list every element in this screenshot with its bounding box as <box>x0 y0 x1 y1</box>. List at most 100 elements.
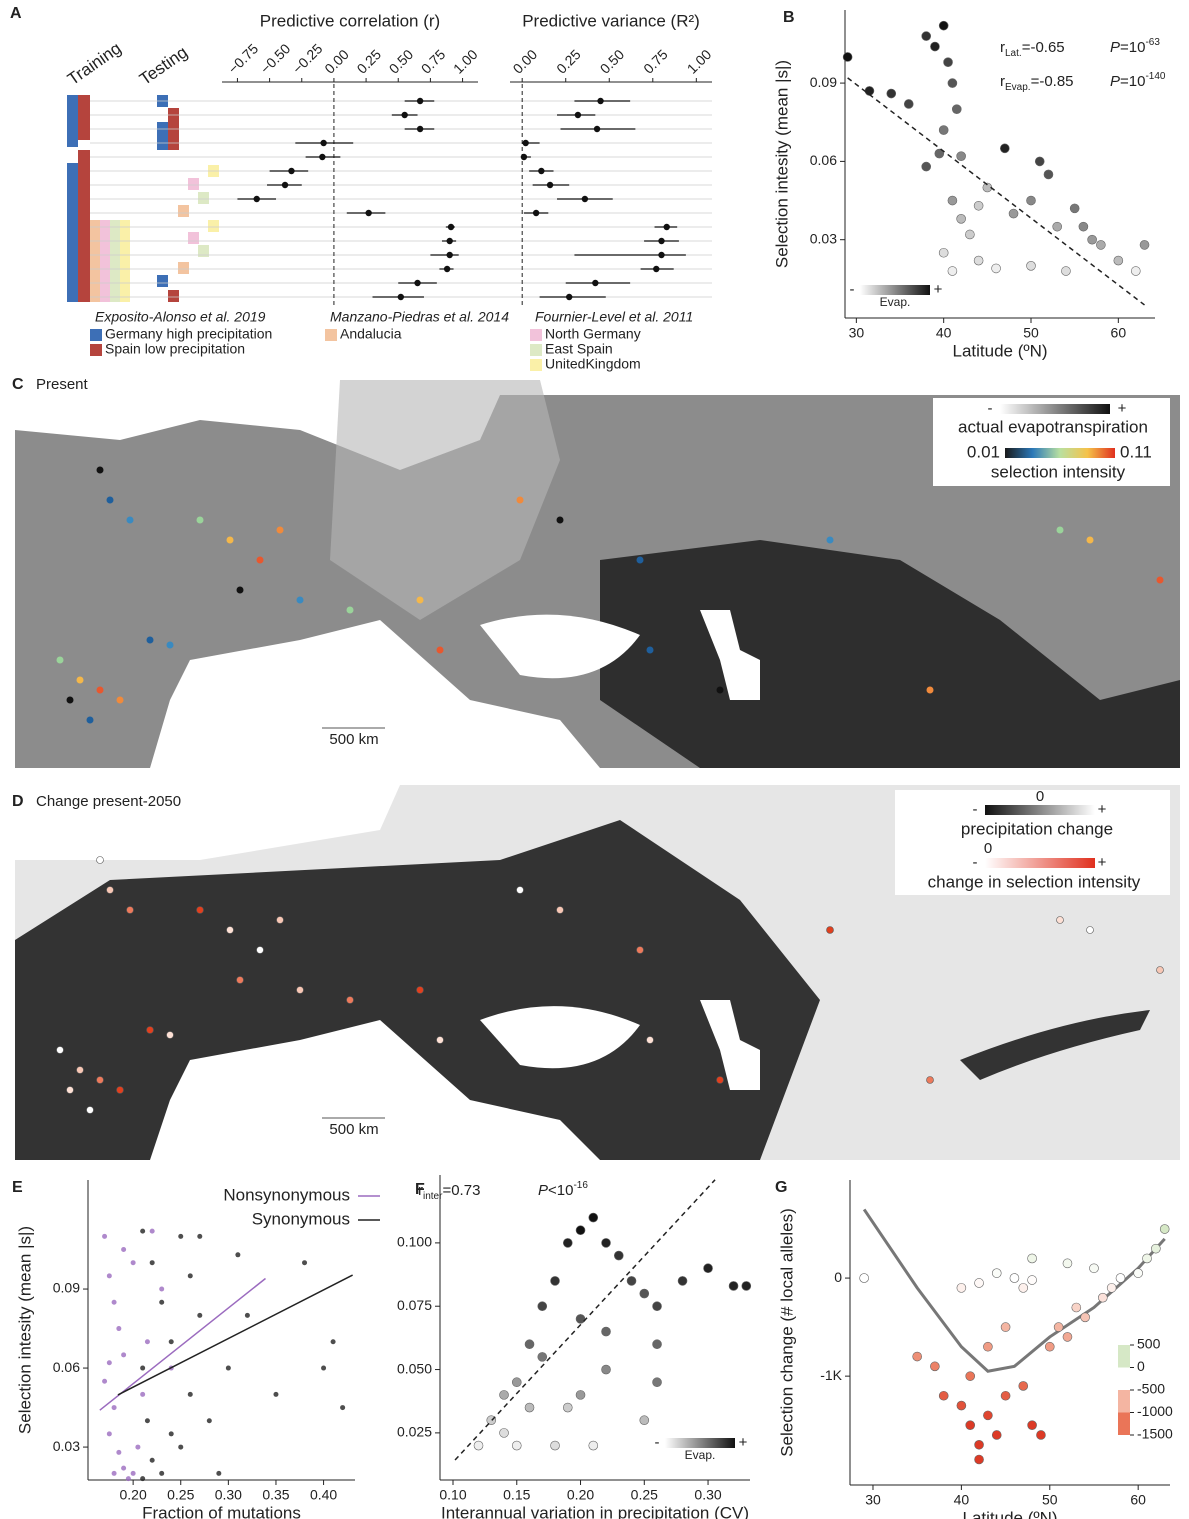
stat-part: P <box>1110 73 1120 90</box>
site-dot <box>116 696 124 704</box>
point <box>947 195 958 206</box>
point-estimate <box>546 181 554 189</box>
point-estimate <box>522 139 529 147</box>
evap-colorbar <box>665 1438 735 1448</box>
legend-swatch <box>90 329 102 341</box>
dataset-block <box>208 220 219 232</box>
point <box>1000 143 1010 154</box>
trend-line <box>99 1277 266 1411</box>
legend-swatch <box>530 344 542 356</box>
site-dot <box>196 516 204 524</box>
site-dot <box>256 556 264 564</box>
site-dot <box>86 1106 94 1114</box>
point <box>1008 208 1019 219</box>
site-dot <box>106 886 114 894</box>
point <box>938 1390 949 1401</box>
site-dot <box>826 536 834 544</box>
site-dot <box>716 1076 724 1084</box>
point <box>1000 1322 1011 1332</box>
site-dot <box>166 641 174 649</box>
site-dot <box>296 596 304 604</box>
column-label: Testing <box>136 42 191 88</box>
point <box>652 1301 662 1312</box>
point <box>178 1233 184 1239</box>
point <box>499 1390 509 1400</box>
point <box>921 31 932 41</box>
point <box>601 1326 611 1337</box>
x-tick-label: 0.50 <box>597 46 628 77</box>
site-dot <box>226 536 234 544</box>
mediterranean <box>150 620 600 768</box>
point <box>1036 1430 1046 1440</box>
site-dot <box>56 656 64 664</box>
point-estimate <box>401 111 408 119</box>
site-dot <box>556 906 564 914</box>
point <box>639 1415 650 1426</box>
point <box>1018 1283 1029 1293</box>
site-dot <box>636 556 644 564</box>
point <box>524 1402 535 1413</box>
y-tick-label: 0.06 <box>53 1359 80 1375</box>
dataset-block <box>67 95 78 147</box>
point <box>1096 240 1106 250</box>
dataset-block <box>90 220 100 302</box>
point <box>1130 266 1141 276</box>
stat-part: P <box>538 1182 548 1199</box>
point <box>149 1260 155 1266</box>
point <box>912 1351 922 1362</box>
point <box>965 1371 976 1381</box>
y-tick-label: 0 <box>834 1269 842 1285</box>
dataset-block <box>157 275 168 287</box>
point <box>983 1410 993 1421</box>
dataset-block <box>168 290 179 302</box>
point <box>178 1444 184 1450</box>
point <box>140 1228 146 1234</box>
stat-part: <10 <box>548 1182 573 1199</box>
x-tick-label: 30 <box>849 325 865 341</box>
point <box>225 1365 231 1371</box>
point <box>601 1364 611 1375</box>
evap-plus: + <box>934 281 943 298</box>
point <box>550 1276 560 1286</box>
point <box>111 1470 117 1476</box>
point <box>601 1238 611 1248</box>
site-dot <box>516 496 524 504</box>
site-dot <box>166 1031 174 1039</box>
y-axis-label: Selection intesity (mean |s|) <box>772 60 791 268</box>
point <box>1113 255 1124 266</box>
point <box>626 1276 637 1286</box>
legend-high: 0.11 <box>1120 442 1152 461</box>
stat-part: r <box>1000 39 1005 56</box>
point <box>1069 203 1080 214</box>
point <box>206 1418 212 1424</box>
site-dot <box>276 916 284 924</box>
stat-part: Lat. <box>1005 48 1022 59</box>
point <box>956 1400 967 1411</box>
site-dot <box>1056 526 1064 534</box>
x-tick-label: 0.20 <box>567 1487 594 1503</box>
point <box>859 1273 869 1283</box>
x-tick-label: 0.75 <box>418 46 449 77</box>
site-dot <box>96 856 104 864</box>
site-dot <box>66 696 74 704</box>
panel-label: G <box>775 1179 787 1196</box>
legend-minus: - <box>973 854 978 871</box>
point-estimate <box>581 195 589 203</box>
legend-minus: - <box>973 801 978 818</box>
point <box>140 1476 146 1482</box>
point <box>1027 1275 1037 1285</box>
site-dot <box>1086 536 1094 544</box>
point <box>965 229 975 240</box>
map-title: Change present-2050 <box>36 793 181 810</box>
point <box>168 1431 174 1437</box>
point-estimate <box>320 139 327 147</box>
legend-swatch <box>530 329 542 341</box>
site-dot <box>436 1036 444 1044</box>
evap-label: Evap. <box>880 295 911 309</box>
y-tick-label: 0.050 <box>397 1360 432 1376</box>
point <box>121 1465 127 1471</box>
point-estimate <box>663 223 670 231</box>
stat-part: =0.73 <box>442 1182 480 1199</box>
point <box>159 1299 165 1305</box>
point <box>121 1352 127 1358</box>
